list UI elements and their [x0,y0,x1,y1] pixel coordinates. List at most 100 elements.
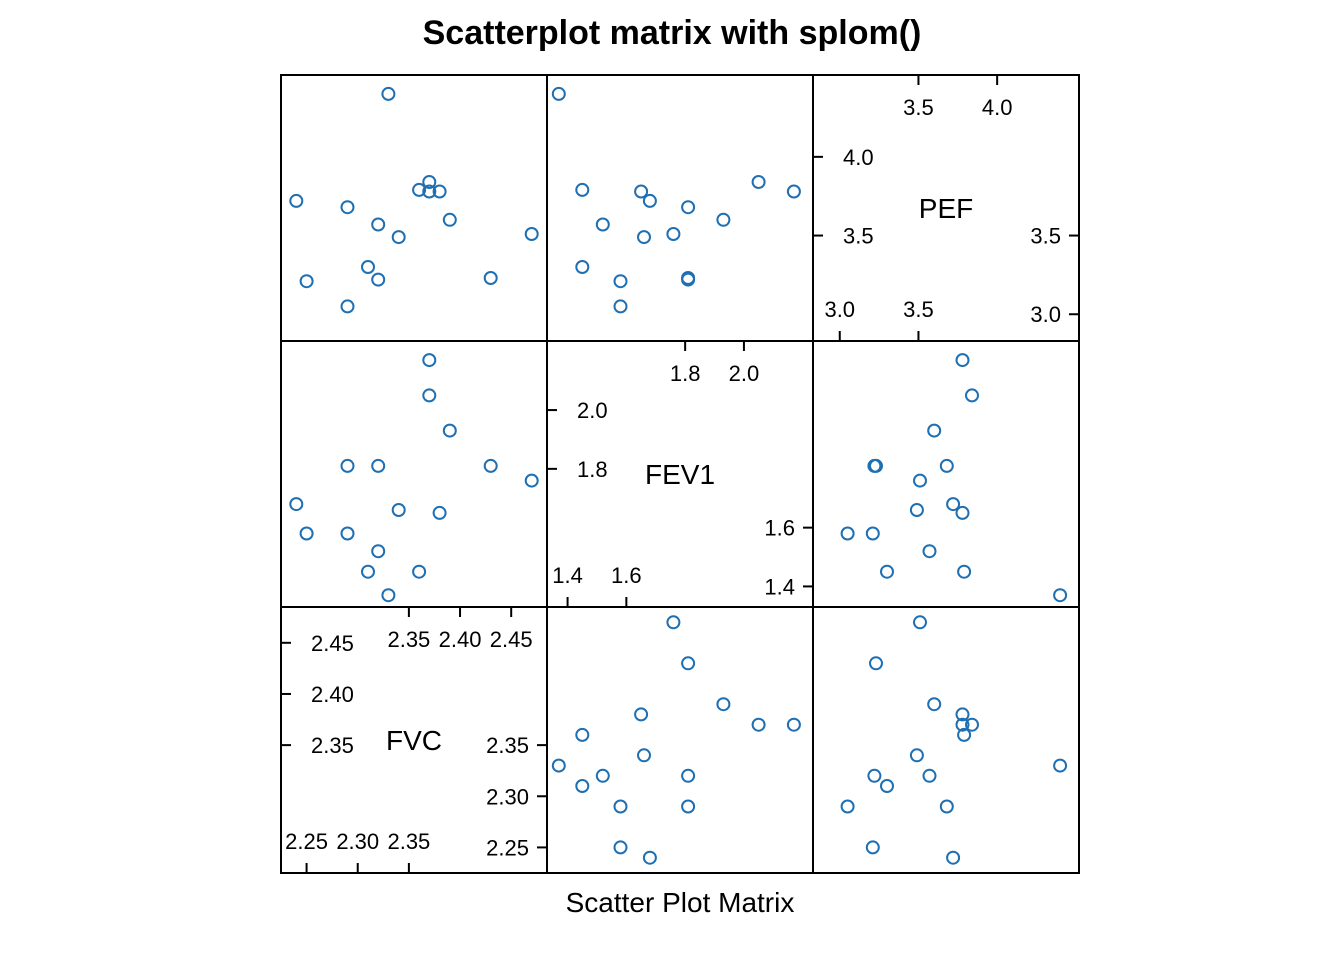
point-fev1-vs-fvc-13 [371,458,386,473]
point-pef-vs-fev1-9 [751,175,766,189]
point-fvc-vs-pef-9 [965,717,979,732]
point-fev1-vs-pef-4 [922,544,937,559]
point-fev1-vs-pef-13 [867,458,882,473]
point-fev1-vs-pef-10 [939,458,954,473]
point-pef-vs-fvc-15 [524,227,539,241]
point-fvc-vs-fev1-1 [575,779,590,793]
point-pef-vs-fev1-0 [551,86,566,101]
tick-label-pef-top-0: 3.5 [903,95,934,120]
point-fev1-vs-pef-8 [955,353,970,368]
chart-title: Scatterplot matrix with splom() [423,14,922,52]
point-fvc-vs-pef-0 [1053,758,1068,773]
tick-label-fvc-right-2: 2.35 [486,733,529,758]
tick-label-fvc-left-1: 2.40 [311,682,354,707]
tick-label-fvc-bottom-1: 2.30 [336,829,379,854]
point-fev1-vs-fvc-15 [524,473,539,488]
point-fev1-vs-pef-7 [865,526,880,541]
point-fvc-vs-pef-3 [957,727,972,742]
point-fev1-vs-fvc-2 [432,505,447,520]
point-pef-vs-fev1-12 [716,212,731,227]
point-fvc-vs-fev1-13 [681,768,696,783]
point-pef-vs-fev1-5 [637,230,651,245]
point-fvc-vs-pef-12 [927,697,942,712]
tick-label-fev1-left-0: 1.8 [577,457,608,482]
point-fev1-vs-fvc-7 [299,526,314,541]
point-pef-vs-fvc-3 [412,182,427,197]
point-fvc-vs-pef-1 [880,779,894,793]
point-fev1-vs-pef-11 [840,526,855,541]
point-fvc-vs-fev1-2 [634,707,649,722]
tick-label-fvc-top-1: 2.40 [439,627,482,652]
tick-label-fvc-right-1: 2.30 [486,784,529,809]
point-pef-vs-fvc-1 [361,260,375,274]
point-pef-vs-fev1-15 [666,227,681,241]
point-fvc-vs-pef-4 [922,768,937,783]
point-pef-vs-fev1-14 [642,193,657,208]
point-pef-vs-fev1-4 [595,217,610,232]
point-fvc-vs-pef-15 [913,615,927,630]
point-fvc-vs-pef-6 [869,656,883,671]
point-fvc-vs-pef-13 [867,768,882,783]
point-fvc-vs-fev1-5 [637,748,651,763]
point-pef-vs-fvc-2 [432,184,447,199]
point-pef-vs-fvc-14 [289,193,304,208]
tick-label-fev1-right-0: 1.4 [764,574,795,599]
tick-label-pef-bottom-1: 3.5 [903,297,934,322]
point-fvc-vs-fev1-14 [642,850,657,865]
tick-label-fvc-bottom-0: 2.25 [285,829,328,854]
point-pef-vs-fvc-7 [299,274,314,289]
point-fev1-vs-fvc-12 [442,423,457,438]
point-pef-vs-fvc-5 [391,230,406,245]
point-fev1-vs-pef-15 [913,473,927,488]
tick-label-fvc-bottom-2: 2.35 [387,829,430,854]
tick-label-fev1-top-1: 2.0 [729,361,760,386]
tick-label-fev1-left-1: 2.0 [577,398,608,423]
panel-frame-r2-c2 [812,606,1080,874]
point-fev1-vs-fvc-4 [371,544,386,559]
diag-label-fvc: FVC [386,725,442,756]
point-fvc-vs-fev1-10 [681,799,696,814]
point-pef-vs-fev1-8 [786,184,801,199]
tick-label-pef-bottom-0: 3.0 [824,297,855,322]
tick-label-pef-right-0: 3.0 [1030,302,1061,327]
point-fev1-vs-pef-14 [946,497,961,512]
point-fev1-vs-fvc-9 [422,388,437,403]
point-fvc-vs-fev1-7 [613,840,628,855]
point-fvc-vs-fev1-3 [575,727,590,742]
point-fev1-vs-fvc-0 [381,588,396,603]
point-pef-vs-fvc-10 [340,200,355,215]
panel-frame-r0-c0 [280,74,548,342]
point-fvc-vs-fev1-11 [613,799,628,814]
point-fvc-vs-pef-8 [955,717,970,732]
point-fvc-vs-pef-10 [939,799,954,814]
point-fev1-vs-fvc-5 [391,503,406,517]
point-fev1-vs-pef-2 [955,505,970,520]
tick-label-fvc-left-0: 2.35 [311,733,354,758]
splom-panels: PEF 3.0 3.5 3.0 3.5 3.5 4.0 3.5 4.0 FEV1 1.4 1.6 1.4… [280,74,1080,874]
tick-label-fev1-right-1: 1.6 [764,516,795,541]
point-pef-vs-fev1-3 [575,182,590,197]
point-fvc-vs-fev1-6 [681,656,696,671]
point-fev1-vs-fvc-14 [289,497,304,512]
point-fev1-vs-pef-5 [909,503,924,517]
point-fvc-vs-fev1-0 [551,758,566,773]
tick-label-fvc-right-0: 2.25 [486,835,529,860]
tick-label-fev1-bottom-1: 1.6 [611,563,642,588]
point-pef-vs-fvc-4 [371,217,386,232]
point-fvc-vs-fev1-4 [595,768,610,783]
tick-label-fev1-bottom-0: 1.4 [552,563,583,588]
point-fev1-vs-fvc-1 [361,564,375,579]
diag-label-pef: PEF [919,193,973,224]
point-pef-vs-fvc-11 [340,299,355,314]
tick-label-fvc-top-2: 2.45 [490,627,533,652]
point-fev1-vs-fvc-11 [340,526,355,541]
tick-label-pef-right-1: 3.5 [1030,224,1061,249]
point-fvc-vs-pef-5 [909,748,924,763]
point-pef-vs-fev1-7 [613,274,628,289]
point-pef-vs-fev1-13 [681,272,696,287]
point-pef-vs-fvc-13 [371,272,386,287]
point-fvc-vs-pef-7 [865,840,880,855]
point-fvc-vs-fev1-9 [751,717,766,732]
point-fev1-vs-fvc-10 [340,458,355,473]
